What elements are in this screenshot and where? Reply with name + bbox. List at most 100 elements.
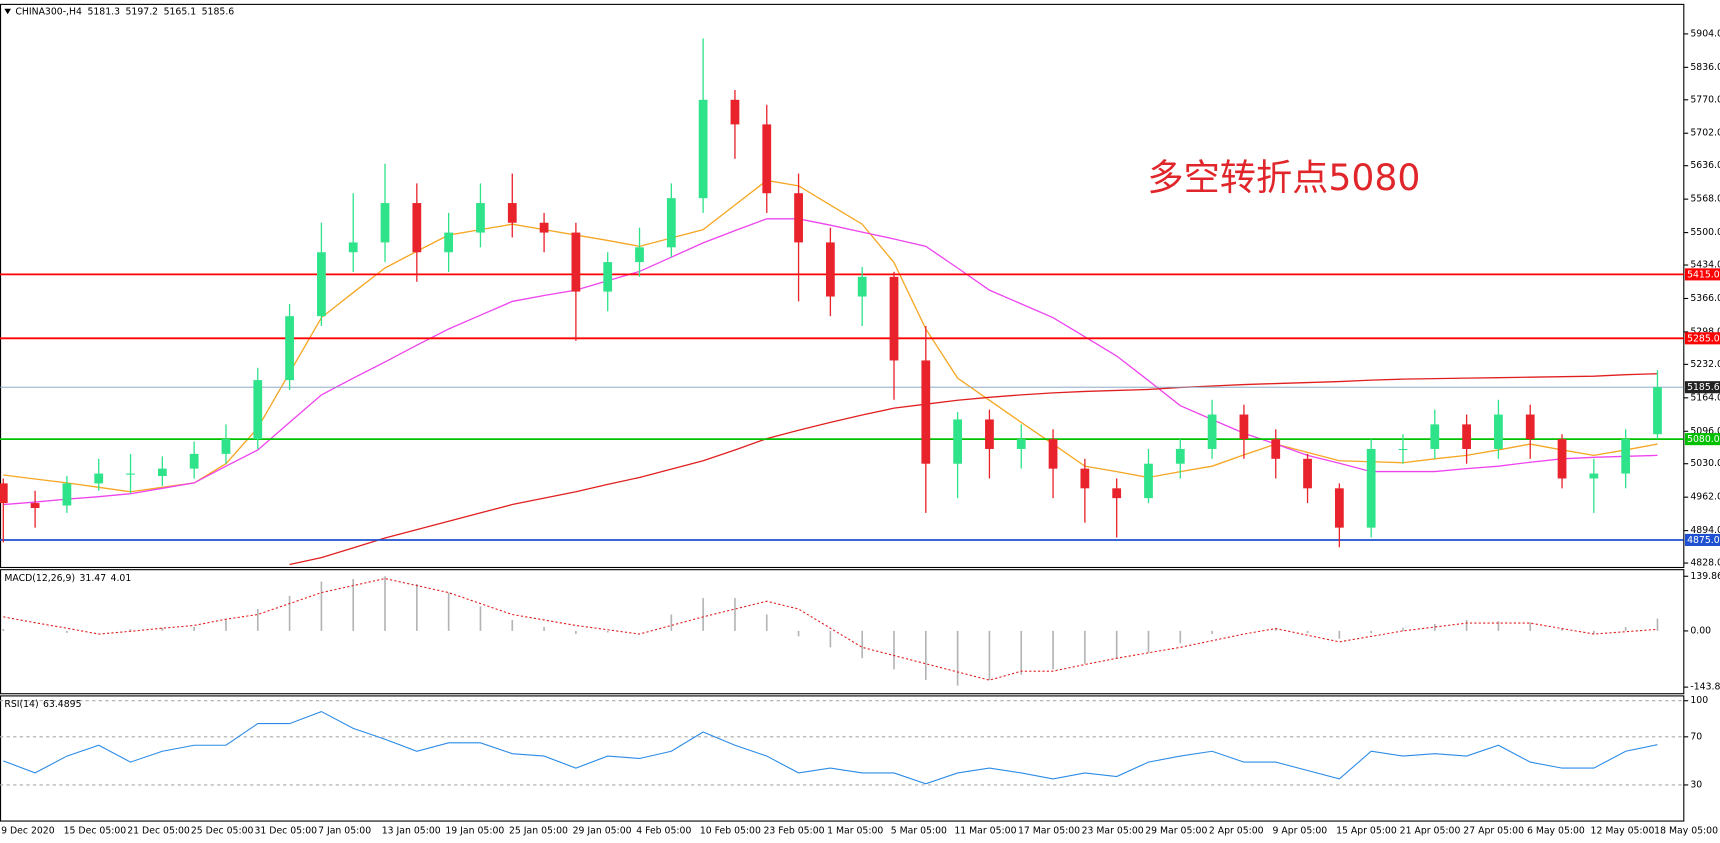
moving-average <box>3 218 1658 506</box>
y-tick-label: 5836.0 <box>1690 62 1720 73</box>
y-tick-label: -143.82 <box>1690 682 1720 693</box>
menu-arrow <box>4 8 11 15</box>
moving-average <box>3 179 1658 493</box>
candle-body <box>1048 439 1058 469</box>
candle-body <box>1080 468 1090 489</box>
x-tick-label: 15 Dec 05:00 <box>64 825 127 836</box>
candle-body <box>1494 414 1503 449</box>
candle-body <box>1398 448 1408 451</box>
panel-frame <box>0 3 1685 569</box>
level-tag <box>1684 533 1720 546</box>
candle-body <box>1462 424 1471 449</box>
candle-body <box>0 483 8 504</box>
candle-body <box>221 439 231 454</box>
candle-body <box>1271 439 1281 459</box>
macd-signal <box>3 577 1658 681</box>
level-label: 5285.0 <box>1687 333 1720 344</box>
x-tick-label: 23 Mar 05:00 <box>1082 825 1144 836</box>
x-tick-label: 15 Apr 05:00 <box>1336 825 1397 836</box>
y-tick-label: 5434.0 <box>1690 260 1720 271</box>
candle-body <box>985 419 994 449</box>
x-tick-label: 1 Mar 05:00 <box>827 825 883 836</box>
level-label: 5415.0 <box>1687 269 1720 280</box>
y-tick-label: 5702.0 <box>1690 128 1720 139</box>
candle-body <box>762 124 772 194</box>
candle-body <box>825 242 835 297</box>
candle-body <box>1366 448 1376 528</box>
candle-body <box>380 203 390 243</box>
y-tick-label: 5568.0 <box>1690 194 1720 205</box>
header-text: 5197.2 <box>126 7 159 18</box>
x-tick-label: 25 Jan 05:00 <box>509 825 568 836</box>
x-tick-label: 25 Dec 05:00 <box>191 825 254 836</box>
y-tick-label: 70 <box>1690 731 1702 742</box>
candle-body <box>539 222 549 233</box>
header-text: 5165.1 <box>164 7 197 18</box>
x-tick-label: 12 May 05:00 <box>1591 825 1655 836</box>
x-tick-label: 21 Apr 05:00 <box>1400 825 1461 836</box>
candle-body <box>666 198 676 248</box>
y-tick-label: 5164.0 <box>1690 392 1720 403</box>
y-tick-label: 0.00 <box>1690 625 1711 636</box>
candle-body <box>1016 439 1026 449</box>
x-tick-label: 9 Dec 2020 <box>1 825 55 836</box>
candle-body <box>953 419 963 464</box>
level-label: 5080.0 <box>1687 434 1720 445</box>
x-tick-label: 11 Mar 05:00 <box>954 825 1016 836</box>
x-tick-label: 29 Jan 05:00 <box>573 825 632 836</box>
header-text: 5181.3 <box>87 7 120 18</box>
panel-frame <box>0 569 1685 695</box>
candle-body <box>1239 414 1249 440</box>
level-tag <box>1684 332 1720 345</box>
x-tick-label: 17 Mar 05:00 <box>1018 825 1080 836</box>
header-text: CHINA300-,H4 <box>15 7 82 18</box>
y-tick-label: 5500.0 <box>1690 227 1720 238</box>
x-tick-label: 2 Apr 05:00 <box>1209 825 1264 836</box>
candle-body <box>126 473 135 475</box>
candle-body <box>1334 488 1344 528</box>
x-tick-label: 31 Dec 05:00 <box>254 825 317 836</box>
x-tick-label: 23 Feb 05:00 <box>763 825 824 836</box>
moving-average <box>289 373 1658 566</box>
level-tag <box>1684 433 1720 446</box>
indicator-header: 63.4895 <box>43 699 82 710</box>
candle-body <box>889 276 899 361</box>
x-tick-label: 9 Apr 05:00 <box>1272 825 1327 836</box>
candle-body <box>1112 488 1122 499</box>
x-tick-label: 18 May 05:00 <box>1654 825 1718 836</box>
y-tick-label: 5366.0 <box>1690 293 1720 304</box>
annotation: 多空转折点5080 <box>1147 156 1420 199</box>
candle-body <box>603 262 613 292</box>
x-tick-label: 7 Jan 05:00 <box>318 825 371 836</box>
candle-body <box>635 247 644 263</box>
level-tag <box>1684 268 1720 281</box>
candle-body <box>1653 387 1662 435</box>
y-tick-label: 30 <box>1690 779 1702 790</box>
candle-body <box>1525 414 1535 440</box>
y-tick-label: 5770.0 <box>1690 94 1720 105</box>
x-tick-label: 29 Mar 05:00 <box>1145 825 1207 836</box>
candle-body <box>1621 439 1631 474</box>
y-tick-label: 100 <box>1690 695 1708 706</box>
y-tick-label: 4894.0 <box>1690 525 1720 536</box>
candle-body <box>1175 448 1185 464</box>
y-tick-label: 5636.0 <box>1690 160 1720 171</box>
indicator-header: 4.01 <box>111 573 132 584</box>
level-tag <box>1684 381 1720 394</box>
candle-body <box>507 203 517 223</box>
y-tick-label: 4828.0 <box>1690 558 1720 569</box>
candle-body <box>1430 424 1440 449</box>
header-text: 5185.6 <box>202 7 235 18</box>
candle-body <box>1589 473 1599 479</box>
panel-plot <box>2 576 1659 686</box>
candle-body <box>1144 463 1153 499</box>
y-tick-label: 4962.0 <box>1690 492 1720 503</box>
candle-body <box>1303 458 1312 489</box>
candle-body <box>698 99 708 199</box>
x-tick-label: 19 Jan 05:00 <box>445 825 504 836</box>
candle-body <box>253 380 263 440</box>
candle-body <box>444 232 454 253</box>
level-label: 4875.0 <box>1687 535 1720 546</box>
